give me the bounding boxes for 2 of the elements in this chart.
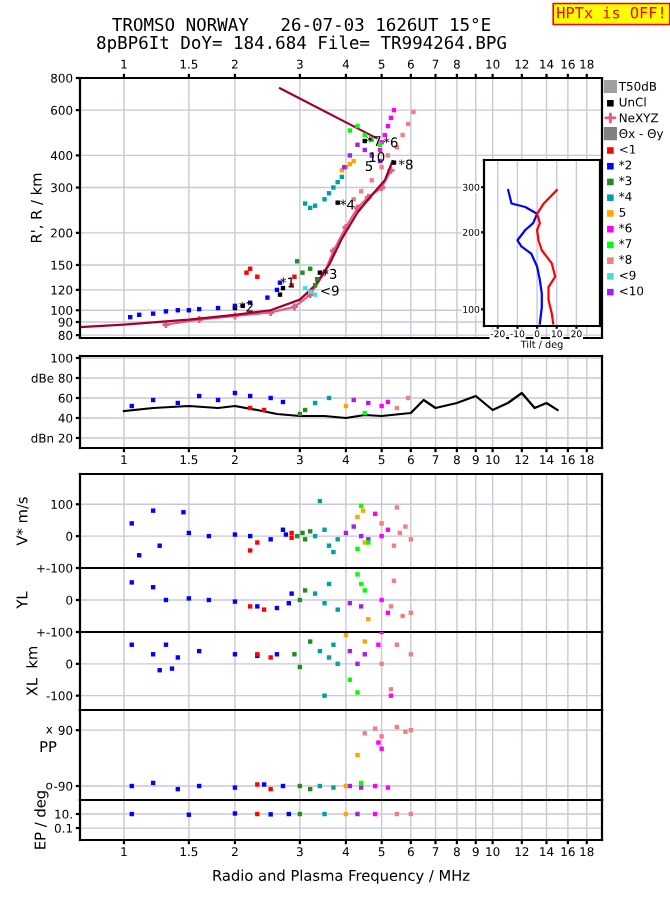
chart-subtitle: 8pBP6It DoY= 184.684 File= TR994264.BPG [97,35,506,53]
chart-title: TROMSO NORWAY 26-07-03 1626UT 15°E [112,17,491,32]
